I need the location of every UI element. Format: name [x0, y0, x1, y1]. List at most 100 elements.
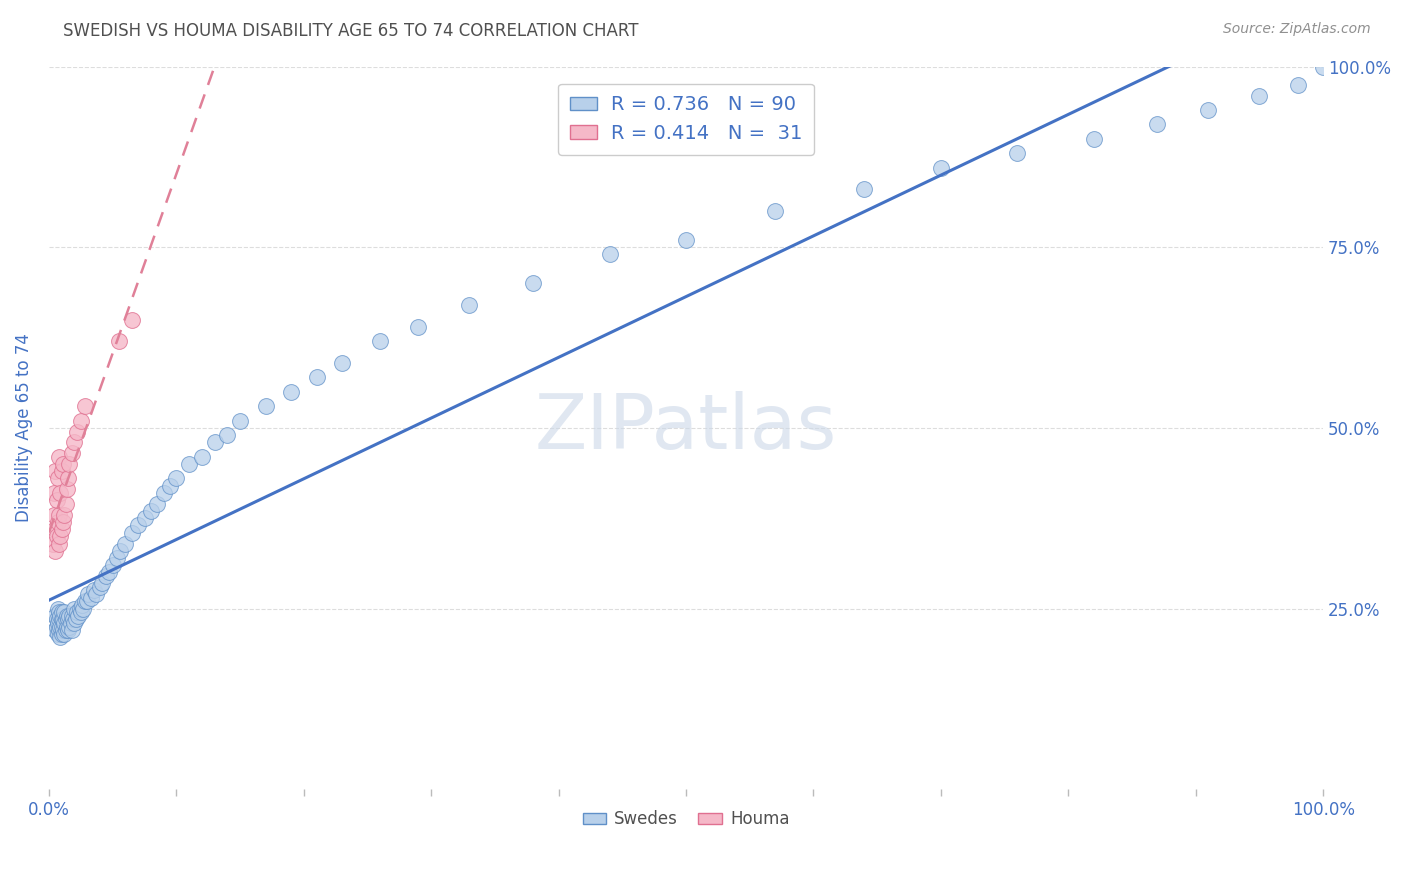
Point [105, 551, 128, 566]
Point [49, 620, 72, 634]
Point [51, 605, 73, 619]
Point [59, 615, 82, 630]
Point [114, 536, 136, 550]
Point [55, 624, 77, 638]
Point [1146, 117, 1168, 131]
Point [108, 334, 131, 349]
Point [51, 620, 73, 634]
Point [58, 620, 80, 634]
Point [77, 587, 100, 601]
Point [1312, 60, 1334, 74]
Point [44, 522, 66, 536]
Point [89, 580, 111, 594]
Point [58, 608, 80, 623]
Point [853, 182, 876, 196]
Point [66, 425, 89, 439]
Point [70, 598, 93, 612]
Y-axis label: Disability Age 65 to 74: Disability Age 65 to 74 [15, 334, 32, 523]
Point [44, 624, 66, 638]
Point [65, 612, 87, 626]
Point [179, 457, 201, 471]
Point [217, 428, 239, 442]
Point [76, 594, 98, 608]
Point [56, 624, 79, 638]
Point [63, 601, 86, 615]
Point [52, 624, 75, 638]
Point [44, 608, 66, 623]
Point [62, 612, 84, 626]
Point [458, 298, 481, 312]
Point [48, 450, 70, 464]
Point [96, 569, 118, 583]
Point [63, 615, 86, 630]
Point [165, 471, 187, 485]
Point [254, 399, 277, 413]
Point [1249, 88, 1271, 103]
Point [51, 522, 73, 536]
Point [46, 627, 69, 641]
Point [146, 497, 169, 511]
Point [69, 414, 91, 428]
Point [52, 515, 75, 529]
Point [60, 446, 83, 460]
Point [80, 591, 103, 605]
Point [121, 312, 143, 326]
Point [101, 558, 124, 573]
Point [48, 508, 70, 522]
Point [139, 504, 162, 518]
Point [51, 627, 73, 641]
Point [45, 620, 67, 634]
Point [84, 587, 107, 601]
Point [42, 536, 65, 550]
Point [83, 583, 105, 598]
Point [522, 277, 544, 291]
Point [763, 204, 786, 219]
Point [52, 612, 75, 626]
Point [121, 525, 143, 540]
Point [599, 247, 621, 261]
Point [56, 612, 79, 626]
Point [127, 518, 149, 533]
Point [60, 624, 83, 638]
Point [67, 608, 90, 623]
Point [69, 601, 91, 615]
Point [229, 414, 252, 428]
Text: ZIPatlas: ZIPatlas [534, 391, 837, 465]
Point [60, 608, 83, 623]
Point [72, 601, 94, 615]
Point [91, 576, 114, 591]
Point [42, 486, 65, 500]
Point [56, 471, 79, 485]
Point [97, 566, 120, 580]
Point [69, 605, 91, 619]
Point [48, 624, 70, 638]
Point [134, 511, 156, 525]
Point [1007, 146, 1029, 161]
Point [49, 631, 72, 645]
Point [53, 615, 76, 630]
Point [929, 161, 952, 175]
Point [66, 605, 89, 619]
Point [110, 543, 132, 558]
Point [368, 334, 391, 349]
Point [45, 612, 67, 626]
Point [191, 450, 214, 464]
Point [44, 464, 66, 478]
Point [55, 612, 77, 626]
Point [48, 605, 70, 619]
Point [48, 536, 70, 550]
Text: SWEDISH VS HOUMA DISABILITY AGE 65 TO 74 CORRELATION CHART: SWEDISH VS HOUMA DISABILITY AGE 65 TO 74… [63, 22, 638, 40]
Point [73, 399, 96, 413]
Point [48, 612, 70, 626]
Point [56, 620, 79, 634]
Point [1083, 132, 1105, 146]
Point [46, 601, 69, 615]
Point [1198, 103, 1220, 117]
Point [152, 486, 174, 500]
Point [280, 384, 302, 399]
Point [58, 457, 80, 471]
Point [63, 435, 86, 450]
Point [330, 356, 353, 370]
Point [51, 464, 73, 478]
Point [675, 233, 697, 247]
